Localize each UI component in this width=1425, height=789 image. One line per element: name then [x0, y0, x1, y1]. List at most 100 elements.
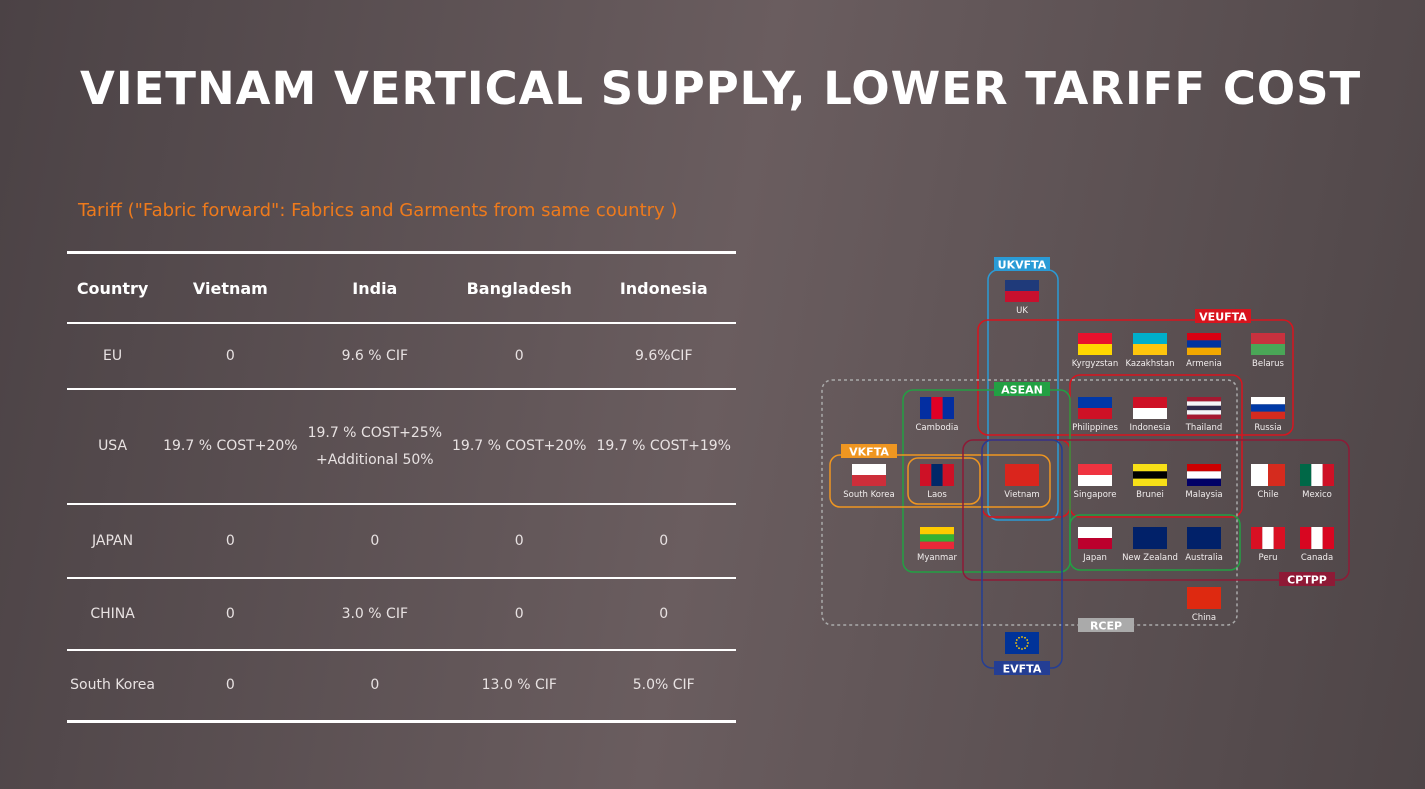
country-label: Australia — [1185, 553, 1223, 563]
table-cell: JAPAN — [67, 504, 159, 579]
country-label: Malaysia — [1185, 490, 1222, 500]
flag-part — [931, 397, 943, 419]
table-cell: 0 — [302, 650, 448, 723]
eu-star — [1018, 636, 1020, 639]
flag-part — [1133, 408, 1167, 419]
flag-part — [1005, 475, 1039, 486]
eu-star — [1027, 642, 1029, 644]
country-label: Russia — [1254, 423, 1281, 433]
table-row: South Korea 0 0 13.0 % CIF 5.0% CIF — [67, 650, 736, 723]
table-cell: EU — [67, 323, 159, 390]
flag-part — [1251, 333, 1285, 344]
flag-part — [1078, 344, 1112, 355]
eu-star — [1021, 636, 1023, 638]
flag-part — [1005, 291, 1039, 302]
table-cell: South Korea — [67, 650, 159, 723]
country-label: Belarus — [1252, 359, 1285, 369]
flag-part — [1133, 344, 1167, 355]
flag-part — [1187, 333, 1221, 341]
table-cell: CHINA — [67, 578, 159, 651]
column-header: India — [302, 251, 448, 324]
table-cell: 13.0 % CIF — [447, 650, 592, 723]
flag-part — [1322, 464, 1334, 486]
flag-part — [852, 475, 886, 486]
agreement-outline — [962, 439, 1350, 581]
country-label: Laos — [927, 490, 947, 500]
country-label: Thailand — [1185, 423, 1223, 433]
country-label: Peru — [1259, 553, 1278, 563]
agreement-label-bg — [994, 661, 1050, 675]
flag-part — [1187, 397, 1221, 402]
eu-star — [1018, 647, 1020, 650]
flag-part — [1187, 587, 1221, 598]
flag-part — [1187, 347, 1221, 355]
flag-part — [1251, 411, 1285, 419]
flag-part — [1187, 401, 1221, 406]
flag-part — [1187, 405, 1221, 411]
flag-part — [1187, 538, 1221, 549]
subtitle: Tariff ("Fabric forward": Fabrics and Ga… — [78, 200, 678, 221]
flag-part — [942, 397, 954, 419]
flag-part — [1187, 410, 1221, 415]
country-label: Indonesia — [1129, 423, 1170, 433]
agreement-label-bg — [1195, 309, 1251, 323]
table-row: EU 0 9.6 % CIF 0 9.6%CIF — [67, 323, 736, 390]
flag-part — [1078, 333, 1112, 344]
flag-part — [1133, 538, 1167, 549]
table-cell: 0 — [447, 578, 592, 651]
country-label: China — [1192, 613, 1216, 623]
table-row: JAPAN 0 0 0 0 — [67, 504, 736, 579]
flag-part — [1322, 527, 1334, 549]
flag-part — [1133, 464, 1167, 472]
flag-part — [1187, 478, 1221, 486]
flag-part — [1187, 471, 1221, 479]
eu-star — [1015, 642, 1017, 644]
eu-star — [1015, 639, 1018, 641]
agreement-label: RCEP — [1090, 620, 1122, 633]
flag-part — [1078, 397, 1112, 408]
tariff-table: Country Vietnam India Bangladesh Indonesia EU… — [67, 251, 736, 723]
agreement-label-bg — [1078, 618, 1134, 632]
eu-star — [1021, 648, 1023, 650]
column-header: Country — [67, 251, 159, 324]
agreement-label-bg — [841, 444, 897, 458]
flag-part — [920, 527, 954, 535]
table-cell: 0 — [447, 504, 592, 579]
agreement-label-bg — [1279, 572, 1335, 586]
country-label: Japan — [1082, 553, 1107, 563]
country-label: Armenia — [1186, 359, 1222, 369]
eu-star — [1024, 647, 1026, 650]
eu-star — [1024, 636, 1026, 639]
country-label: Brunei — [1136, 490, 1164, 500]
agreement-label-bg — [994, 257, 1050, 271]
table-cell: 9.6%CIF — [591, 323, 736, 390]
flag-part — [920, 464, 932, 486]
agreement-outline — [1069, 514, 1241, 571]
agreement-label: ASEAN — [1001, 384, 1043, 397]
agreement-outline — [907, 457, 981, 505]
flag-part — [1300, 464, 1312, 486]
flag-part — [931, 464, 943, 486]
flag-part — [1187, 414, 1221, 419]
country-label: Kazakhstan — [1126, 359, 1175, 369]
country-label: New Zealand — [1122, 553, 1178, 563]
table-cell: 19.7 % COST+20% — [158, 389, 303, 505]
flag-part — [1005, 280, 1039, 291]
flag-part — [1262, 527, 1274, 549]
eu-flag — [1005, 632, 1039, 654]
table-cell: 0 — [591, 578, 736, 651]
table-cell: 0 — [591, 504, 736, 579]
table-cell: USA — [67, 389, 159, 505]
flag-part — [1251, 344, 1285, 355]
table-cell: 5.0% CIF — [591, 650, 736, 723]
table-cell: 0 — [158, 578, 303, 651]
table-cell: 3.0 % CIF — [302, 578, 448, 651]
eu-star — [1015, 645, 1018, 647]
country-label: Canada — [1301, 553, 1333, 563]
flag-part — [1311, 464, 1323, 486]
table-cell: 19.7 % COST+19% — [591, 389, 736, 505]
country-label: Vietnam — [1004, 490, 1039, 500]
country-label: Singapore — [1074, 490, 1117, 500]
